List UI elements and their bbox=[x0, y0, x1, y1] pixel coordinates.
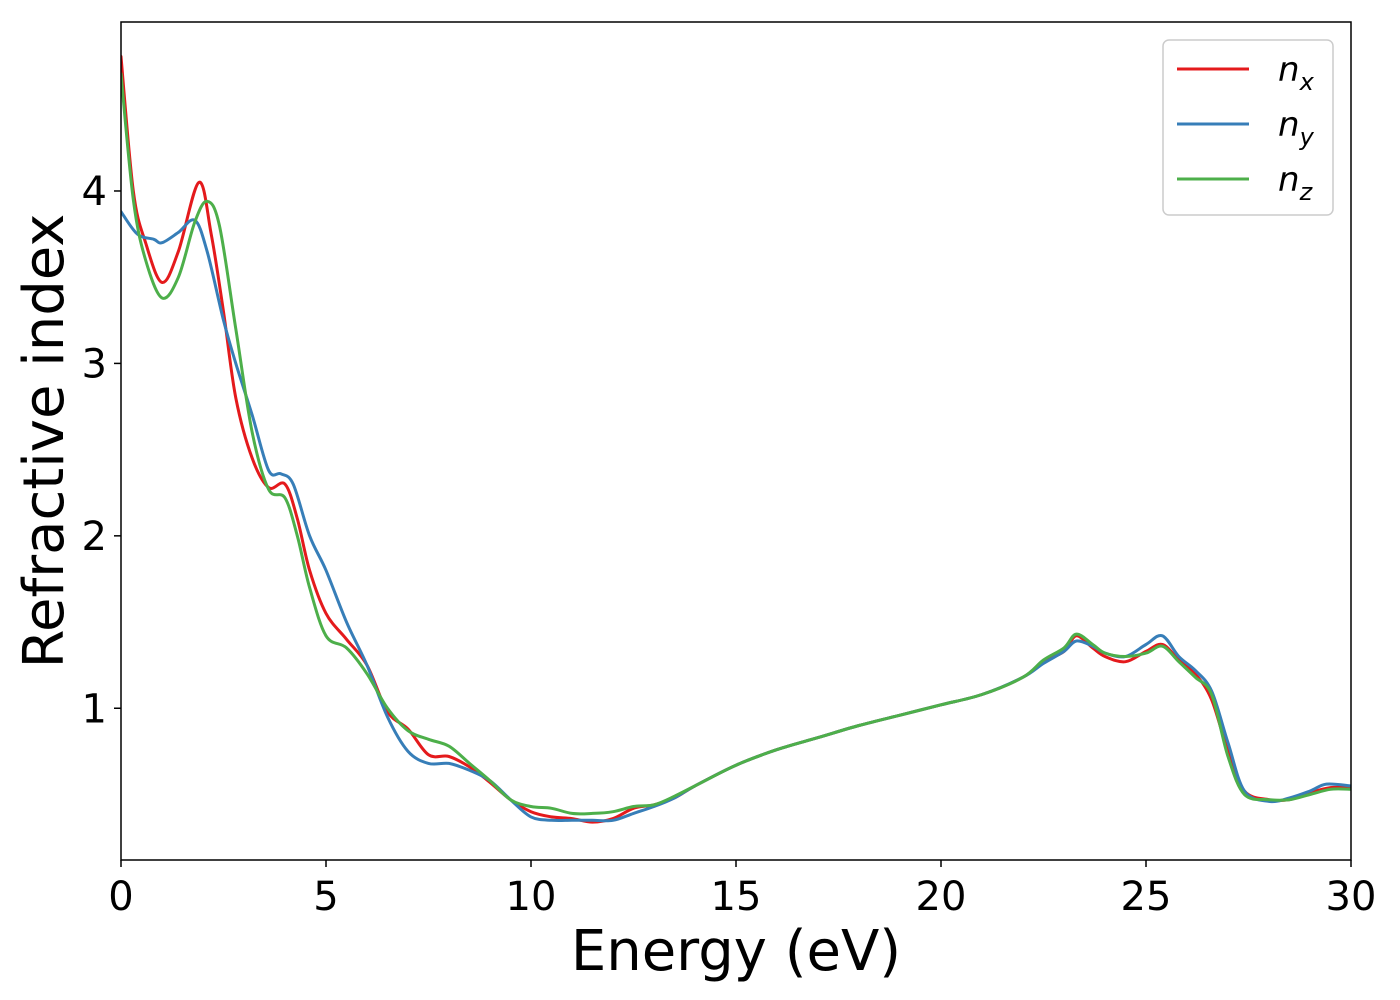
legend-label-subscript: z bbox=[1299, 178, 1314, 206]
x-tick-label: 25 bbox=[1121, 874, 1172, 920]
series-lines bbox=[121, 55, 1351, 824]
x-tick-label: 0 bbox=[108, 874, 133, 920]
legend-box bbox=[1162, 39, 1334, 216]
x-axis-label: Energy (eV) bbox=[571, 919, 901, 984]
x-tick-label: 30 bbox=[1326, 874, 1377, 920]
legend-label-nz: nz bbox=[1278, 160, 1314, 206]
x-tick-label: 20 bbox=[916, 874, 967, 920]
y-tick-label: 2 bbox=[82, 514, 107, 560]
y-tick-label: 1 bbox=[82, 686, 107, 732]
series-line-nz bbox=[121, 72, 1351, 816]
y-tick-label: 3 bbox=[82, 341, 107, 387]
x-axis: 0 5 10 15 20 25 30 bbox=[108, 860, 1376, 920]
legend-label-base: n bbox=[1278, 105, 1300, 145]
legend-label-base: n bbox=[1278, 50, 1300, 90]
x-tick-label: 10 bbox=[506, 874, 557, 920]
legend-label-base: n bbox=[1278, 160, 1300, 200]
legend-label-nx: nx bbox=[1278, 50, 1315, 96]
y-axis-label: Refractive index bbox=[12, 214, 77, 669]
series-line-ny bbox=[121, 210, 1351, 823]
legend-label-subscript: y bbox=[1299, 123, 1315, 151]
x-tick-label: 5 bbox=[313, 874, 338, 920]
y-axis: 1 2 3 4 bbox=[82, 169, 121, 732]
legend-label-subscript: x bbox=[1299, 68, 1315, 96]
legend-label-ny: ny bbox=[1278, 105, 1315, 151]
y-tick-label: 4 bbox=[82, 169, 107, 215]
series-line-nx bbox=[121, 55, 1351, 824]
x-tick-label: 15 bbox=[711, 874, 762, 920]
